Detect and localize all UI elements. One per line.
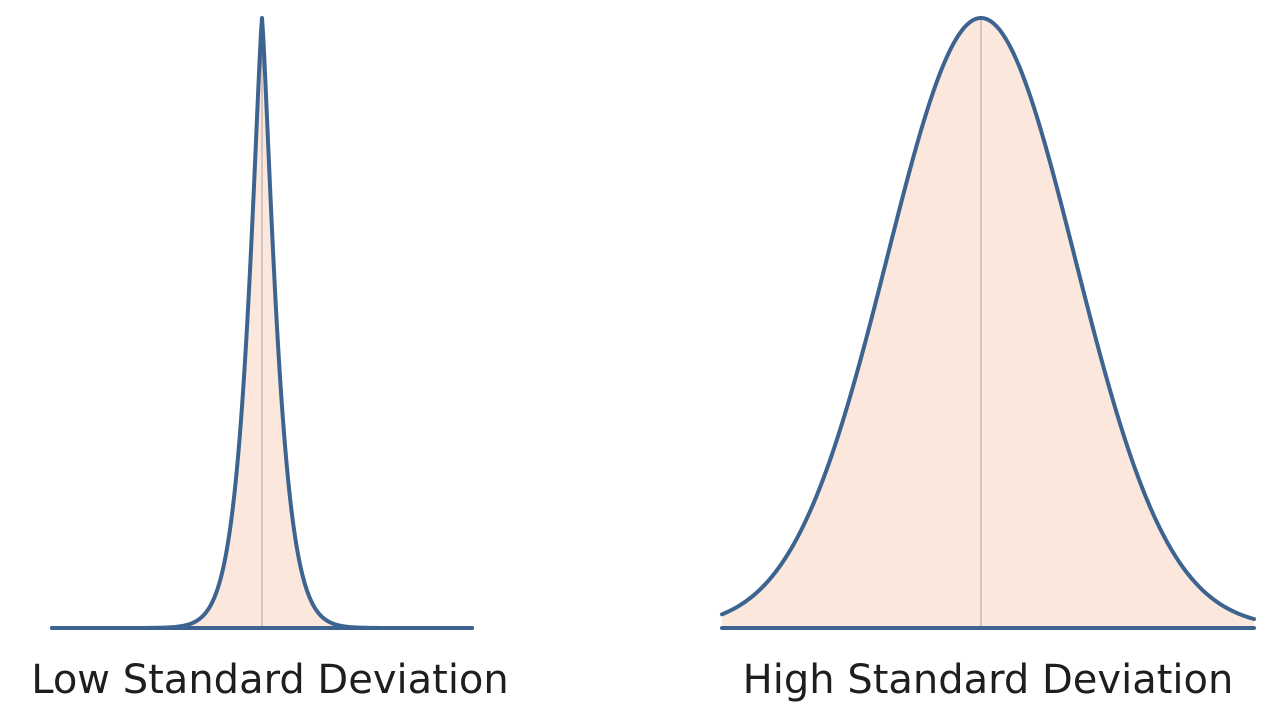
high-std-dev-curve (720, 16, 1256, 622)
panel-low-std-dev (50, 16, 474, 630)
high-std-dev-area-fill (722, 18, 1254, 628)
low-std-dev-curve (50, 16, 474, 630)
high-std-dev-caption: High Standard Deviation (742, 657, 1234, 703)
panel-high-std-dev (720, 16, 1256, 630)
low-std-dev-caption: Low Standard Deviation (31, 657, 509, 703)
